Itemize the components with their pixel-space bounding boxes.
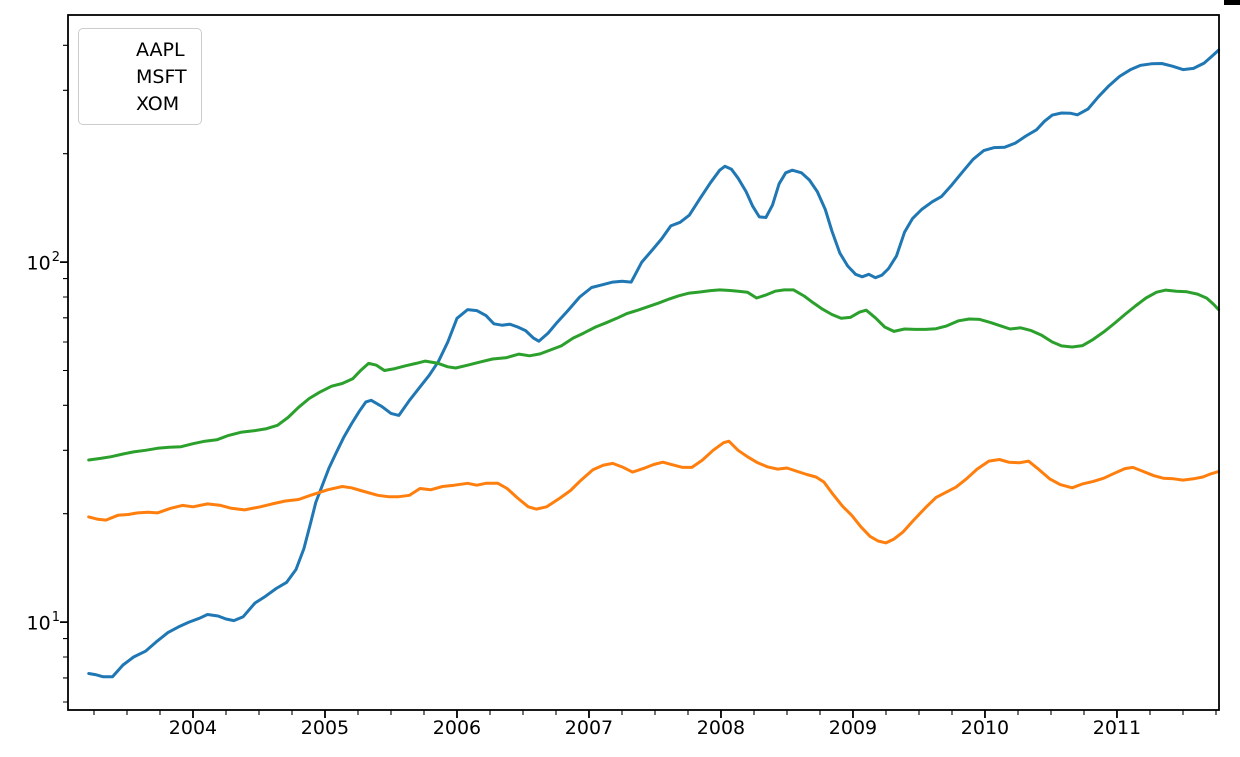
y-tick-exponent: 2 [51,250,60,266]
legend-label-msft: MSFT [136,65,187,88]
series-line-xom [87,288,1221,462]
y-tick-base: 10 [26,252,51,275]
y-tick-label-100: 102 [8,250,60,275]
legend-item-xom: XOM [89,90,187,117]
y-tick-base: 10 [26,612,51,635]
legend-item-aapl: AAPL [89,36,187,63]
x-tick-label: 2011 [1092,717,1142,739]
x-tick-label: 2005 [300,717,350,739]
minor-tick-marks [63,44,1217,715]
series-line-msft [87,439,1221,545]
x-tick-label: 2008 [696,717,746,739]
legend-label-xom: XOM [136,92,180,115]
y-tick-label-10: 101 [8,610,60,635]
aapl-line-swatch-icon [89,48,125,51]
series-line-aapl [87,48,1221,679]
screen-corner-artifact [1224,0,1240,5]
x-tick-label: 2007 [564,717,614,739]
major-tick-marks [60,261,1118,718]
y-tick-exponent: 1 [51,610,60,626]
xom-line-swatch-icon [89,102,125,105]
legend-item-msft: MSFT [89,63,187,90]
axes-spines [67,14,1220,711]
x-tick-label: 2010 [960,717,1010,739]
legend: AAPL MSFT XOM [78,28,202,125]
legend-label-aapl: AAPL [136,38,185,61]
msft-line-swatch-icon [89,75,125,78]
x-tick-label: 2006 [432,717,482,739]
x-tick-label: 2009 [828,717,878,739]
x-tick-label: 2004 [168,717,218,739]
